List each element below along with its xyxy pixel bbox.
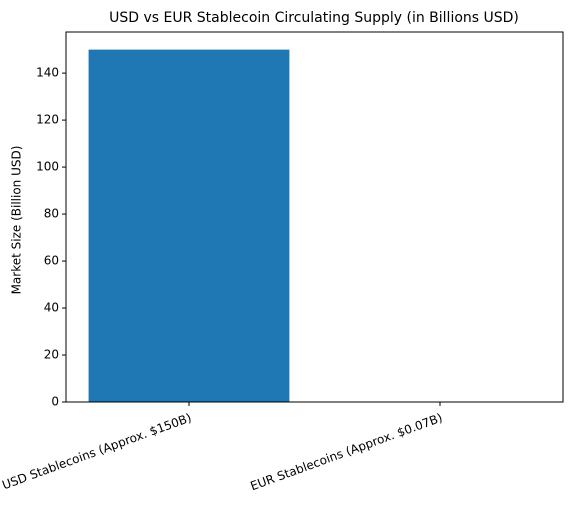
- y-tick-label: 40: [44, 301, 59, 315]
- x-tick-label: EUR Stablecoins (Approx. $0.07B): [248, 411, 444, 494]
- plot-frame: [65, 31, 564, 403]
- y-tick-label: 80: [44, 207, 59, 221]
- y-tick-label: 0: [51, 395, 59, 409]
- y-tick-label: 60: [44, 254, 59, 268]
- y-tick-label: 120: [36, 113, 59, 127]
- x-tick-label: USD Stablecoins (Approx. $150B): [0, 411, 193, 493]
- y-axis-label: Market Size (Billion USD): [10, 146, 24, 295]
- chart-title: USD vs EUR Stablecoin Circulating Supply…: [109, 10, 519, 26]
- y-tick-label: 20: [44, 348, 59, 362]
- y-tick-label: 100: [36, 160, 59, 174]
- y-tick-label: 140: [36, 66, 59, 80]
- bar: [88, 49, 290, 402]
